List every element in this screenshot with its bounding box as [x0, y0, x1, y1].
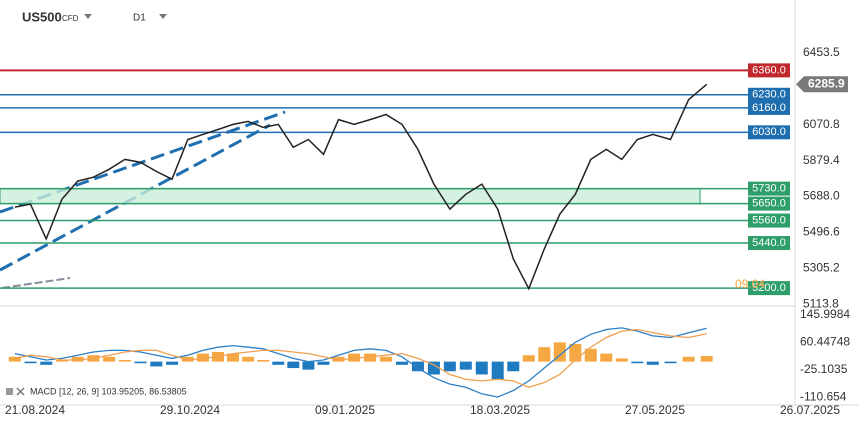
y-tick-label: -110.654	[800, 389, 847, 403]
x-tick-label: 21.08.2024	[5, 403, 65, 417]
histogram-bar	[317, 361, 330, 365]
y-tick-label: 5496.6	[803, 225, 840, 239]
histogram-bar	[118, 360, 131, 362]
level-label: 6230.0	[752, 89, 786, 101]
y-tick-label: 60.44748	[800, 334, 850, 348]
histogram-bar	[134, 361, 147, 364]
level-label: 6160.0	[752, 102, 786, 114]
level-label-box	[748, 281, 790, 296]
histogram-bar	[257, 360, 270, 362]
histogram-bar	[55, 360, 68, 362]
histogram-bar	[227, 353, 240, 362]
y-tick-label: 6070.8	[803, 117, 840, 131]
histogram-bar	[242, 356, 255, 362]
level-label-box	[748, 87, 790, 102]
histogram-bar	[332, 356, 345, 362]
histogram-bar	[600, 353, 613, 362]
level-label-box	[748, 63, 790, 78]
histogram-bar	[631, 361, 644, 364]
last-price-label: 6285.9	[808, 76, 845, 90]
x-tick-label: 27.05.2025	[625, 403, 685, 417]
histogram-bar	[443, 361, 456, 372]
level-label: 6360.0	[752, 64, 786, 76]
last-price-tag	[796, 76, 848, 93]
symbol-type: CFD	[62, 14, 79, 23]
histogram-bar	[71, 356, 84, 362]
dropdown-arrow[interactable]	[84, 14, 92, 19]
histogram-bar	[181, 356, 194, 362]
histogram-bar	[196, 353, 209, 362]
histogram-bar	[380, 356, 393, 362]
x-tick-label: 29.10.2024	[160, 403, 220, 417]
price-line	[14, 83, 708, 291]
x-tick-label: 18.03.2025	[470, 403, 530, 417]
histogram-bar	[395, 361, 408, 365]
histogram-bar	[615, 358, 628, 362]
histogram-bar	[287, 361, 300, 369]
histogram-bar	[364, 353, 377, 362]
x-tick-label: 26.07.2025	[780, 403, 840, 417]
y-tick-label: 5688.0	[803, 189, 840, 203]
histogram-bar	[411, 361, 424, 372]
level-label: 5440.0	[752, 237, 786, 249]
y-tick-label: -25.1035	[800, 362, 848, 376]
level-label: 5650.0	[752, 198, 786, 210]
histogram-bar	[646, 361, 659, 365]
histogram-bar	[103, 356, 116, 362]
histogram-bar	[24, 361, 37, 364]
histogram-bar	[507, 361, 520, 372]
histogram-bar	[538, 347, 551, 362]
dropdown-arrow[interactable]	[159, 14, 167, 19]
level-label: 6030.0	[752, 126, 786, 138]
histogram-bar	[150, 361, 163, 367]
level-label-box	[748, 213, 790, 228]
histogram-bar	[682, 356, 695, 362]
y-tick-label: 5305.2	[803, 261, 840, 275]
histogram-bar	[8, 356, 21, 362]
histogram-bar	[166, 361, 179, 365]
histogram-bar	[491, 361, 504, 380]
y-tick-label: 6453.5	[803, 45, 840, 59]
histogram-bar	[348, 353, 361, 362]
level-label: 5200.0	[752, 282, 786, 294]
support-zone	[0, 188, 701, 205]
histogram-bar	[40, 361, 53, 365]
level-label-box	[748, 125, 790, 140]
histogram-bar	[700, 356, 713, 362]
trend-line	[1, 277, 71, 289]
timeframe[interactable]: D1	[133, 13, 146, 24]
x-tick-label: 09.01.2025	[315, 403, 375, 417]
histogram-bar	[584, 348, 597, 362]
histogram-bar	[522, 355, 535, 362]
symbol[interactable]: US500	[22, 9, 62, 24]
histogram-bar	[427, 361, 440, 375]
level-label: 5560.0	[752, 214, 786, 226]
annotation: 09.04	[735, 277, 765, 291]
level-label: 5730.0	[752, 183, 786, 195]
indicator-icon[interactable]	[6, 388, 13, 395]
histogram-bar	[553, 342, 566, 362]
level-label-box	[748, 181, 790, 196]
histogram-bar	[302, 361, 315, 370]
level-label-box	[748, 100, 790, 115]
y-tick-label: 145.9984	[800, 307, 850, 321]
histogram-bar	[272, 361, 285, 365]
histogram-bar	[459, 361, 472, 370]
level-label-box	[748, 236, 790, 251]
indicator-label: MACD [12, 26, 9] 103.95205, 86.53805	[30, 386, 187, 396]
level-label-box	[748, 196, 790, 211]
macd-line	[14, 328, 707, 388]
close-icon[interactable]	[16, 387, 25, 396]
histogram-bar	[664, 361, 677, 364]
y-tick-label: 5879.4	[803, 153, 840, 167]
y-tick-label: 5113.8	[803, 296, 839, 310]
histogram-bar	[475, 361, 488, 375]
